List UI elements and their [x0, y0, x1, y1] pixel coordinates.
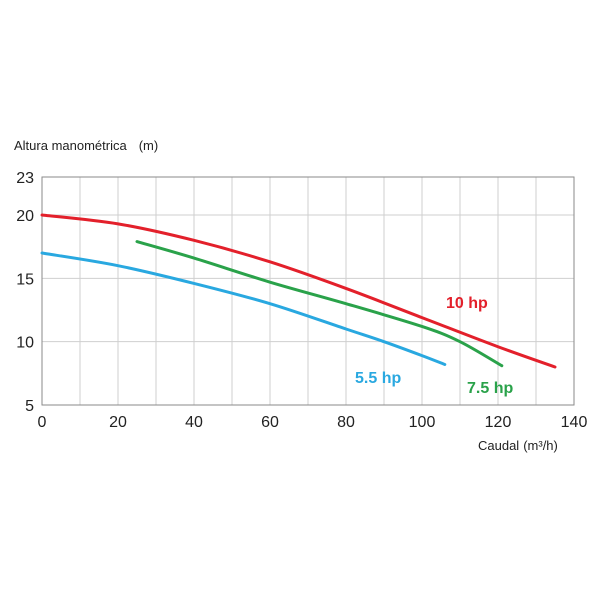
x-tick-label: 120 [485, 414, 512, 431]
series-label: 7.5 hp [467, 380, 513, 397]
x-tick-label: 100 [409, 414, 436, 431]
plot-frame [41, 176, 575, 406]
x-tick-label: 20 [109, 414, 127, 431]
x-tick-label: 40 [185, 414, 203, 431]
series-label: 5.5 hp [355, 370, 401, 387]
x-tick-label: 140 [561, 414, 588, 431]
y-tick-label: 10 [16, 335, 34, 352]
x-tick-labels: 0 20 40 60 80 100 120 140 [38, 414, 588, 431]
y-tick-label: 5 [25, 398, 34, 415]
y-tick-label: 15 [16, 271, 34, 288]
y-axis-label: Altura manométrica (m) [14, 138, 158, 153]
x-tick-label: 60 [261, 414, 279, 431]
y-tick-labels: 5 10 15 20 23 [16, 170, 34, 415]
series-line-7-5-hp [135, 240, 504, 368]
series-line-10-hp [40, 213, 557, 369]
series-labels: 10 hp 7.5 hp 5.5 hp [355, 295, 513, 397]
series-line-5-5-hp [40, 251, 447, 366]
grid [41, 176, 575, 406]
y-tick-label: 20 [16, 208, 34, 225]
y-tick-label: 23 [16, 170, 34, 187]
series-label: 10 hp [446, 295, 488, 312]
x-tick-label: 0 [38, 414, 47, 431]
x-axis-label: Caudal (m³/h) [478, 438, 558, 453]
x-tick-label: 80 [337, 414, 355, 431]
series-curves [40, 213, 557, 369]
